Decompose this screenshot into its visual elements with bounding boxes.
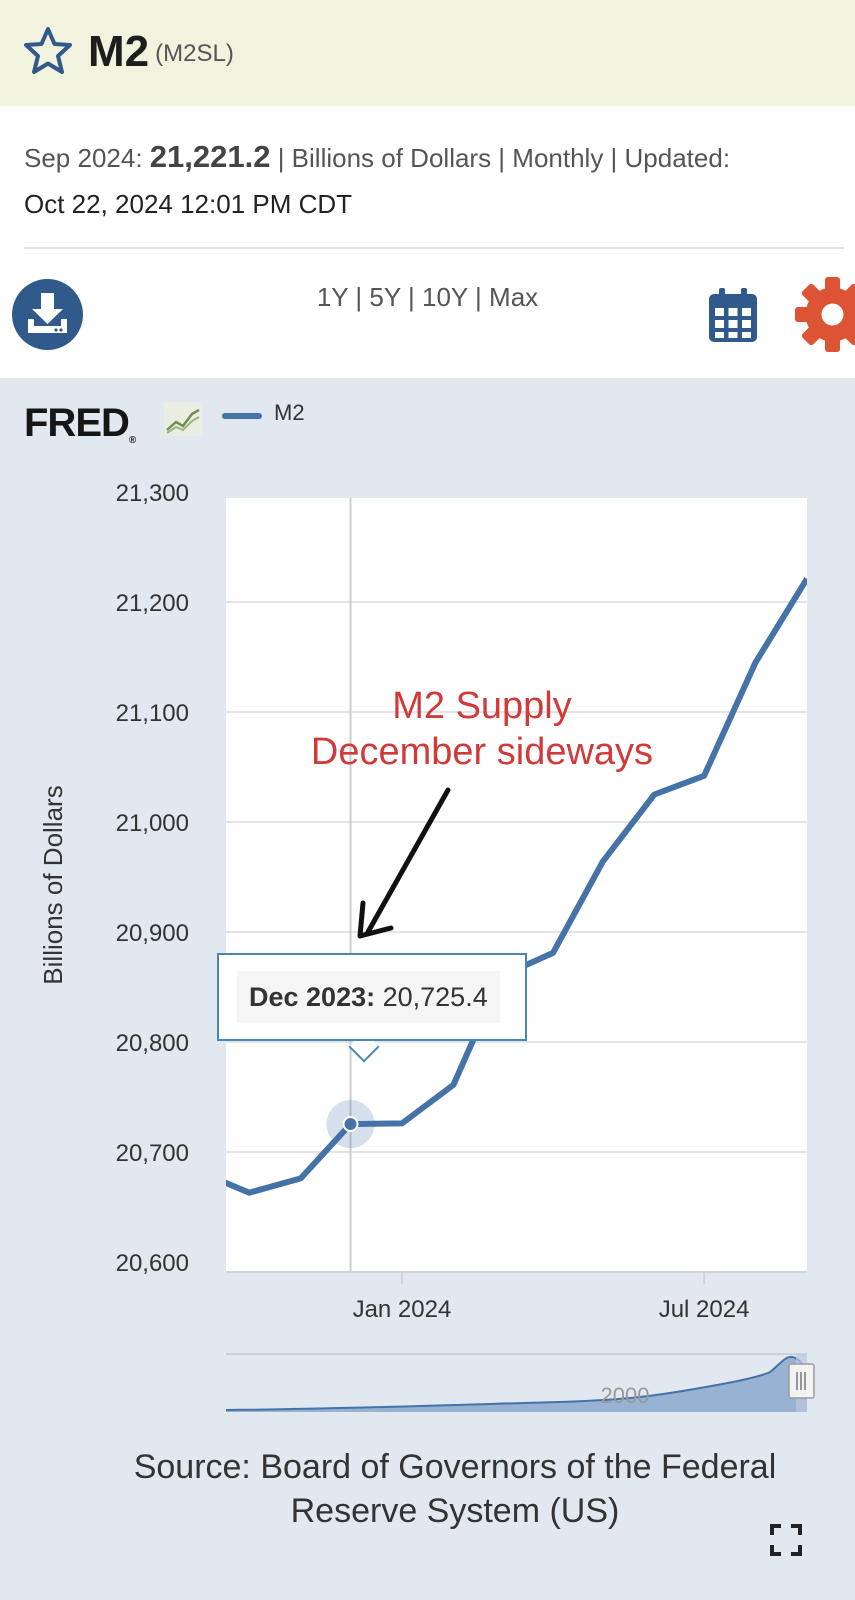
star-outline-icon[interactable] [22, 26, 74, 76]
chart-source: Source: Board of Governors of the Federa… [133, 1448, 777, 1530]
gear-icon[interactable] [795, 277, 855, 352]
tooltip-label: Dec 2023: [249, 982, 376, 1012]
y-tick-label: 20,700 [116, 1140, 189, 1167]
series-header: M2 (M2SL) [0, 0, 855, 106]
y-tick-label: 20,800 [116, 1030, 189, 1057]
fred-logo-text: FRED [24, 401, 130, 445]
meta-details: | Billions of Dollars | Monthly | Update… [277, 143, 731, 173]
annotation-line-2: December sideways [310, 731, 654, 773]
range-10y-link[interactable]: 10Y [422, 282, 468, 312]
divider [24, 247, 844, 249]
tooltip-value: 20,725.4 [382, 982, 488, 1012]
fred-registered-mark: ® [128, 435, 136, 446]
legend-swatch [222, 413, 262, 419]
navigator-line [225, 1355, 808, 1411]
annotation-arrow-head [357, 900, 394, 939]
range-5y-link[interactable]: 5Y [369, 282, 401, 312]
fred-logo: FRED® [24, 401, 136, 446]
series-meta: Sep 2024: 21,221.2 | Billions of Dollars… [24, 134, 824, 227]
range-separator: | [355, 282, 363, 312]
x-tick-label: Jul 2024 [659, 1296, 750, 1323]
calendar-icon[interactable] [707, 286, 759, 344]
highlight-point[interactable] [342, 1116, 359, 1133]
series-id: (M2SL) [155, 40, 234, 68]
legend-label-m2: M2 [274, 400, 305, 425]
date-range-selector: 1Y | 5Y | 10Y | Max [0, 282, 855, 313]
navigator-label: 2000 [601, 1383, 650, 1408]
range-separator: | [408, 282, 415, 312]
line-chart[interactable]: 21,300 21,200 21,100 21,000 20,900 20,800 20,7… [0, 440, 855, 1440]
range-max-link[interactable]: Max [489, 282, 539, 312]
fred-chart-logo-icon [164, 402, 202, 436]
series-title: M2 [88, 27, 150, 76]
tooltip-content: Dec 2023: 20,725.4 [237, 971, 500, 1023]
download-button[interactable] [12, 279, 83, 350]
y-tick-label: 21,100 [116, 700, 189, 727]
chart-annotation: M2 Supply December sideways [272, 683, 692, 775]
updated-timestamp: Oct 22, 2024 12:01 PM CDT [24, 189, 353, 219]
y-tick-label: 20,900 [116, 920, 189, 947]
navigator-area [226, 1356, 807, 1412]
y-tick-label: 21,000 [116, 810, 189, 837]
annotation-arrow-shaft [365, 787, 451, 935]
page-title: M2 (M2SL) [88, 24, 234, 82]
x-tick-label: Jan 2024 [353, 1296, 452, 1323]
latest-value: 21,221.2 [149, 139, 271, 174]
plot-area [226, 498, 807, 1272]
data-tooltip: Dec 2023: 20,725.4 [217, 953, 527, 1041]
y-tick-label: 20,600 [116, 1250, 189, 1277]
y-axis-title: Billions of Dollars [38, 785, 68, 984]
fullscreen-icon[interactable] [770, 1524, 802, 1556]
y-tick-label: 21,200 [116, 590, 189, 617]
download-icon [28, 293, 67, 333]
y-tick-label: 21,300 [116, 480, 189, 507]
range-separator: | [475, 282, 482, 312]
annotation-line-1: M2 Supply [392, 685, 572, 727]
meta-period: Sep 2024: [24, 143, 143, 173]
range-1y-link[interactable]: 1Y [316, 282, 349, 312]
